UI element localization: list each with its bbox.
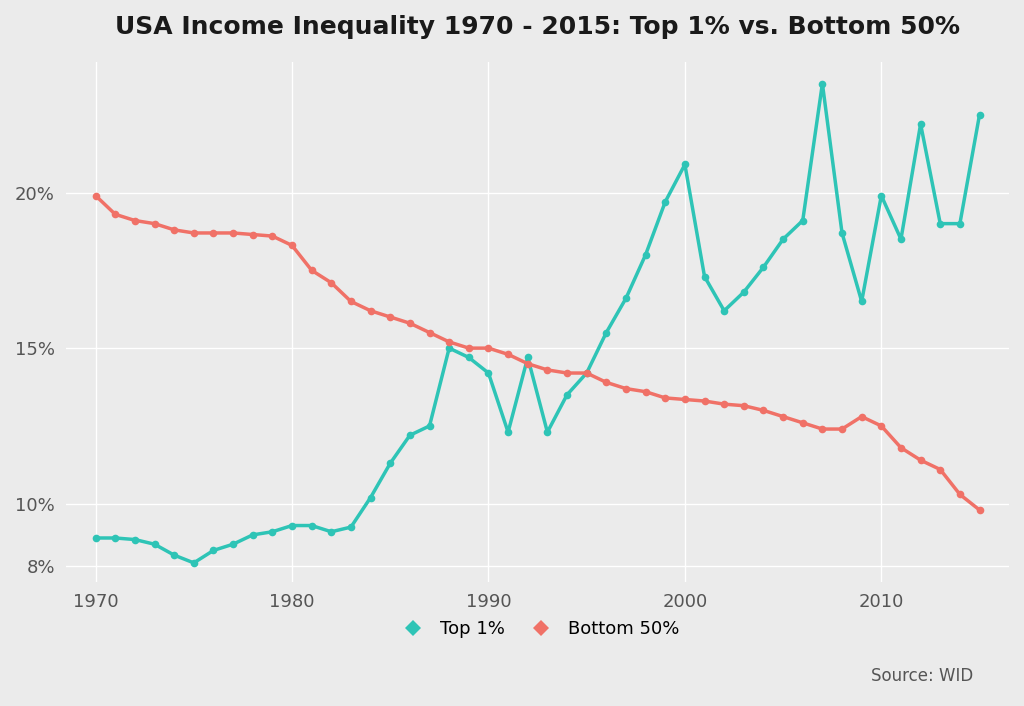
Bottom 50%: [207, 229, 219, 237]
Top 1%: [581, 369, 593, 377]
Top 1%: [187, 558, 200, 567]
Bottom 50%: [718, 400, 730, 408]
Top 1%: [129, 535, 141, 544]
Bottom 50%: [737, 402, 750, 410]
Bottom 50%: [620, 384, 632, 393]
Top 1%: [247, 531, 259, 539]
Top 1%: [561, 390, 573, 399]
Bottom 50%: [110, 210, 122, 219]
Top 1%: [639, 251, 651, 259]
Top 1%: [89, 534, 101, 542]
Bottom 50%: [129, 216, 141, 225]
Top 1%: [777, 235, 790, 244]
Bottom 50%: [89, 191, 101, 200]
Bottom 50%: [876, 421, 888, 430]
Bottom 50%: [816, 425, 828, 433]
Bottom 50%: [581, 369, 593, 377]
Line: Bottom 50%: Bottom 50%: [92, 192, 983, 514]
Bottom 50%: [443, 337, 456, 346]
Bottom 50%: [168, 226, 180, 234]
Bottom 50%: [698, 397, 711, 405]
Bottom 50%: [521, 359, 534, 368]
Top 1%: [698, 273, 711, 281]
Line: Top 1%: Top 1%: [92, 80, 983, 567]
Bottom 50%: [758, 406, 770, 414]
Bottom 50%: [855, 412, 867, 421]
Text: Source: WID: Source: WID: [870, 667, 973, 685]
Top 1%: [148, 540, 161, 549]
Bottom 50%: [934, 465, 946, 474]
Top 1%: [797, 216, 809, 225]
Bottom 50%: [639, 388, 651, 396]
Bottom 50%: [914, 456, 927, 465]
Top 1%: [168, 551, 180, 559]
Top 1%: [836, 229, 848, 237]
Top 1%: [502, 428, 514, 436]
Top 1%: [365, 493, 377, 502]
Top 1%: [620, 294, 632, 303]
Top 1%: [423, 421, 435, 430]
Bottom 50%: [953, 490, 966, 498]
Bottom 50%: [305, 266, 317, 275]
Bottom 50%: [836, 425, 848, 433]
Bottom 50%: [679, 395, 691, 404]
Bottom 50%: [384, 313, 396, 321]
Top 1%: [737, 288, 750, 297]
Top 1%: [207, 546, 219, 555]
Top 1%: [816, 79, 828, 88]
Top 1%: [659, 198, 672, 206]
Top 1%: [934, 220, 946, 228]
Bottom 50%: [266, 232, 279, 240]
Bottom 50%: [148, 220, 161, 228]
Bottom 50%: [365, 306, 377, 315]
Top 1%: [266, 527, 279, 536]
Bottom 50%: [895, 443, 907, 452]
Bottom 50%: [482, 344, 495, 352]
Top 1%: [600, 328, 612, 337]
Bottom 50%: [502, 350, 514, 359]
Top 1%: [953, 220, 966, 228]
Bottom 50%: [423, 328, 435, 337]
Bottom 50%: [777, 412, 790, 421]
Bottom 50%: [542, 366, 554, 374]
Bottom 50%: [659, 394, 672, 402]
Bottom 50%: [345, 297, 357, 306]
Bottom 50%: [463, 344, 475, 352]
Top 1%: [855, 297, 867, 306]
Bottom 50%: [403, 319, 416, 328]
Top 1%: [345, 523, 357, 532]
Top 1%: [463, 353, 475, 361]
Bottom 50%: [974, 505, 986, 514]
Top 1%: [384, 459, 396, 467]
Top 1%: [326, 527, 338, 536]
Top 1%: [542, 428, 554, 436]
Top 1%: [286, 521, 298, 530]
Bottom 50%: [227, 229, 240, 237]
Top 1%: [876, 191, 888, 200]
Bottom 50%: [797, 419, 809, 427]
Top 1%: [110, 534, 122, 542]
Bottom 50%: [326, 279, 338, 287]
Top 1%: [521, 353, 534, 361]
Bottom 50%: [561, 369, 573, 377]
Bottom 50%: [187, 229, 200, 237]
Top 1%: [758, 263, 770, 271]
Top 1%: [718, 306, 730, 315]
Bottom 50%: [286, 241, 298, 250]
Top 1%: [482, 369, 495, 377]
Top 1%: [679, 160, 691, 169]
Top 1%: [895, 235, 907, 244]
Bottom 50%: [247, 230, 259, 239]
Top 1%: [443, 344, 456, 352]
Top 1%: [914, 120, 927, 128]
Top 1%: [974, 110, 986, 119]
Bottom 50%: [600, 378, 612, 387]
Top 1%: [305, 521, 317, 530]
Top 1%: [227, 540, 240, 549]
Top 1%: [403, 431, 416, 440]
Title: USA Income Inequality 1970 - 2015: Top 1% vs. Bottom 50%: USA Income Inequality 1970 - 2015: Top 1…: [115, 15, 961, 39]
Legend: Top 1%, Bottom 50%: Top 1%, Bottom 50%: [388, 613, 687, 645]
